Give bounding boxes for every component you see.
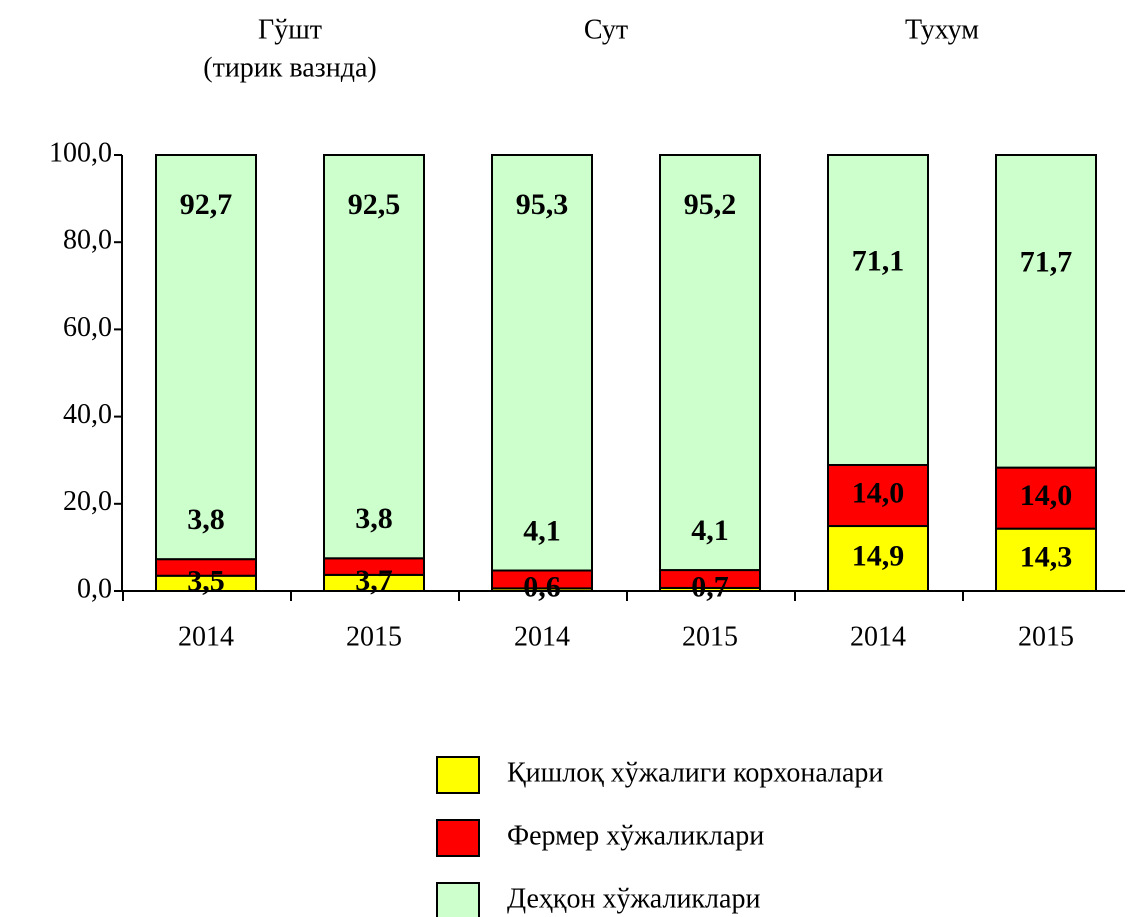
value-label: 14,0	[1020, 479, 1073, 512]
value-label: 4,1	[691, 514, 729, 547]
value-label: 4,1	[523, 514, 561, 547]
value-label: 3,7	[355, 564, 393, 597]
bar-segment	[827, 463, 929, 528]
legend-label: Деҳқон хўжаликлари	[507, 883, 760, 914]
value-label: 71,7	[1020, 245, 1073, 278]
y-tick-label: 0,0	[77, 573, 112, 604]
bar-segment	[659, 154, 761, 572]
y-tick-label: 20,0	[63, 486, 112, 517]
legend-swatch	[436, 819, 480, 857]
value-label: 0,6	[523, 571, 561, 604]
bar-segment	[995, 466, 1097, 530]
bar-segment	[491, 154, 593, 572]
legend-label: Қишлоқ хўжалиги корхоналари	[507, 757, 883, 788]
x-tick-label: 2015	[346, 621, 402, 652]
group-label: Сут	[584, 14, 628, 45]
y-tick-label: 80,0	[63, 225, 112, 256]
x-tick-label: 2014	[850, 621, 906, 652]
x-tick-label: 2015	[682, 621, 738, 652]
value-label: 92,7	[180, 188, 233, 221]
value-label: 3,8	[187, 503, 225, 536]
value-label: 14,0	[852, 476, 905, 509]
x-tick-label: 2014	[178, 621, 234, 652]
legend-swatch	[436, 882, 480, 917]
group-label: Гўшт	[258, 14, 322, 45]
legend-swatch	[436, 756, 480, 794]
bar-segment	[323, 154, 425, 560]
value-label: 95,2	[684, 188, 737, 221]
x-tick-label: 2014	[514, 621, 570, 652]
value-label: 3,8	[355, 502, 393, 535]
value-label: 95,3	[516, 188, 569, 221]
bar-segment	[827, 154, 929, 466]
value-label: 14,3	[1020, 541, 1073, 574]
y-tick-label: 60,0	[63, 312, 112, 343]
value-label: 92,5	[348, 188, 401, 221]
y-tick-label: 100,0	[49, 137, 112, 168]
bar-segment	[827, 525, 929, 593]
bar-segment	[995, 154, 1097, 469]
bar-segment	[155, 154, 257, 561]
group-label: (тирик вазнда)	[203, 52, 376, 83]
value-label: 14,9	[852, 539, 905, 572]
x-tick-label: 2015	[1018, 621, 1074, 652]
value-label: 71,1	[852, 244, 905, 277]
bar-segment	[995, 527, 1097, 592]
legend-label: Фермер хўжаликлари	[507, 820, 764, 851]
group-label: Тухум	[905, 14, 979, 45]
value-label: 3,5	[187, 564, 225, 597]
y-tick-label: 40,0	[63, 399, 112, 430]
value-label: 0,7	[691, 570, 729, 603]
